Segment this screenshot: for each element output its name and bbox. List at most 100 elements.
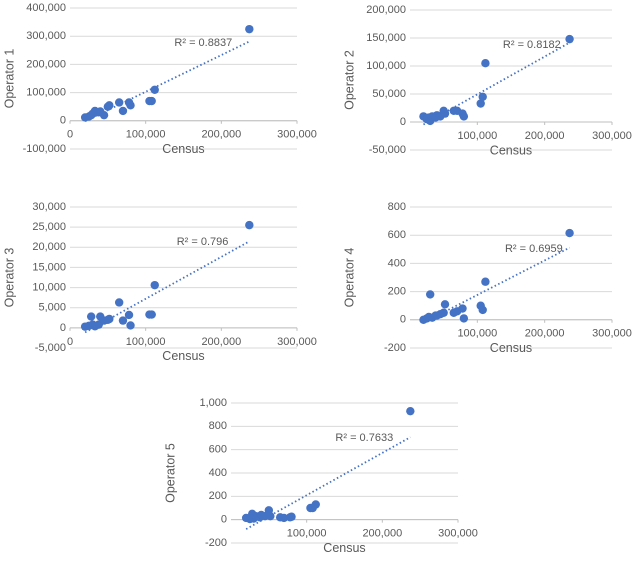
point — [426, 290, 435, 299]
x-axis-title: Census — [323, 541, 365, 555]
x-tick-label: 300,000 — [592, 328, 632, 340]
x-axis-title: Census — [162, 142, 204, 156]
point — [481, 59, 490, 68]
point — [147, 310, 156, 319]
y-axis-title: Operator 3 — [2, 248, 16, 308]
point — [311, 500, 320, 509]
x-tick-label: 300,000 — [277, 129, 317, 141]
x-tick-label: 200,000 — [525, 328, 565, 340]
y-tick-label: 0 — [60, 322, 66, 334]
y-tick-label: 25,000 — [32, 221, 66, 233]
point — [459, 112, 469, 121]
point — [458, 304, 467, 313]
y-tick-label: 400 — [388, 257, 406, 269]
x-tick-label: 0 — [67, 129, 73, 141]
point — [266, 511, 275, 521]
x-axis-title: Census — [490, 143, 532, 157]
y-tick-label: -200 — [384, 342, 406, 354]
y-tick-label: 200 — [209, 490, 227, 502]
x-tick-label: 300,000 — [438, 528, 478, 540]
y-tick-label: 0 — [221, 514, 227, 526]
point — [478, 92, 487, 102]
y-tick-label: 30,000 — [32, 201, 66, 213]
x-tick-label: 100,000 — [126, 336, 166, 348]
y-tick-label: 200,000 — [26, 58, 66, 70]
point — [245, 24, 254, 34]
y-axis-title: Operator 2 — [342, 50, 356, 110]
point — [287, 512, 296, 521]
point — [440, 109, 450, 118]
y-tick-label: 800 — [388, 201, 406, 213]
x-axis-title: Census — [490, 341, 532, 355]
y-tick-label: 800 — [209, 420, 227, 432]
point — [406, 406, 415, 416]
y-tick-label: 600 — [388, 229, 406, 241]
y-tick-label: -5,000 — [35, 342, 66, 354]
x-axis-title: Census — [162, 349, 204, 363]
point — [245, 220, 254, 230]
point — [126, 101, 135, 110]
point — [279, 513, 289, 523]
point — [86, 312, 96, 321]
point — [118, 316, 128, 325]
point — [439, 308, 448, 317]
annotation: R² = 0.8182 — [503, 39, 561, 51]
point — [150, 280, 159, 290]
annotation: R² = 0.7633 — [335, 432, 393, 444]
y-tick-label: 400 — [209, 467, 227, 479]
y-axis-title: Operator 5 — [163, 443, 177, 503]
y-tick-label: 10,000 — [32, 281, 66, 293]
y-tick-label: -50,000 — [369, 144, 406, 156]
y-tick-label: -200 — [205, 537, 227, 549]
annotation: R² = 0.796 — [177, 236, 229, 248]
y-tick-label: 600 — [209, 444, 227, 456]
y-tick-label: 20,000 — [32, 241, 66, 253]
y-tick-label: 200,000 — [366, 4, 406, 16]
y-axis-title: Operator 4 — [342, 248, 356, 308]
point — [150, 85, 159, 94]
x-tick-label: 100,000 — [126, 129, 166, 141]
annotation: R² = 0.8837 — [174, 37, 232, 49]
x-tick-label: 300,000 — [592, 130, 632, 142]
point — [99, 110, 109, 120]
point — [105, 101, 114, 110]
point — [114, 98, 124, 107]
y-tick-label: 0 — [400, 314, 406, 326]
point — [105, 314, 114, 324]
y-tick-label: 5,000 — [38, 302, 66, 314]
y-tick-label: 150,000 — [366, 32, 406, 44]
trendline — [423, 246, 570, 324]
point — [476, 99, 485, 108]
point — [565, 34, 574, 44]
y-axis-title: Operator 1 — [2, 49, 16, 109]
y-tick-label: 300,000 — [26, 30, 66, 42]
trendline — [84, 40, 250, 123]
x-tick-label: 0 — [67, 336, 73, 348]
y-tick-label: 200 — [388, 286, 406, 298]
point — [126, 321, 135, 330]
x-tick-label: 200,000 — [525, 130, 565, 142]
x-tick-label: 200,000 — [201, 129, 241, 141]
x-tick-label: 200,000 — [201, 336, 241, 348]
y-tick-label: 0 — [400, 116, 406, 128]
point — [147, 96, 156, 106]
y-tick-label: -100,000 — [23, 143, 66, 155]
point — [478, 305, 487, 315]
y-tick-label: 0 — [60, 115, 66, 127]
point — [440, 300, 450, 309]
y-tick-label: 15,000 — [32, 261, 66, 273]
x-tick-label: 100,000 — [457, 130, 497, 142]
point — [565, 228, 574, 238]
y-tick-label: 50,000 — [372, 88, 406, 100]
point — [114, 298, 124, 307]
y-tick-label: 1,000 — [199, 397, 227, 409]
point — [118, 106, 128, 116]
y-tick-label: 100,000 — [366, 60, 406, 72]
point — [124, 310, 134, 320]
x-tick-label: 200,000 — [362, 528, 402, 540]
x-tick-label: 100,000 — [457, 328, 497, 340]
point — [459, 314, 469, 323]
point — [481, 277, 490, 286]
trendline — [245, 436, 411, 530]
